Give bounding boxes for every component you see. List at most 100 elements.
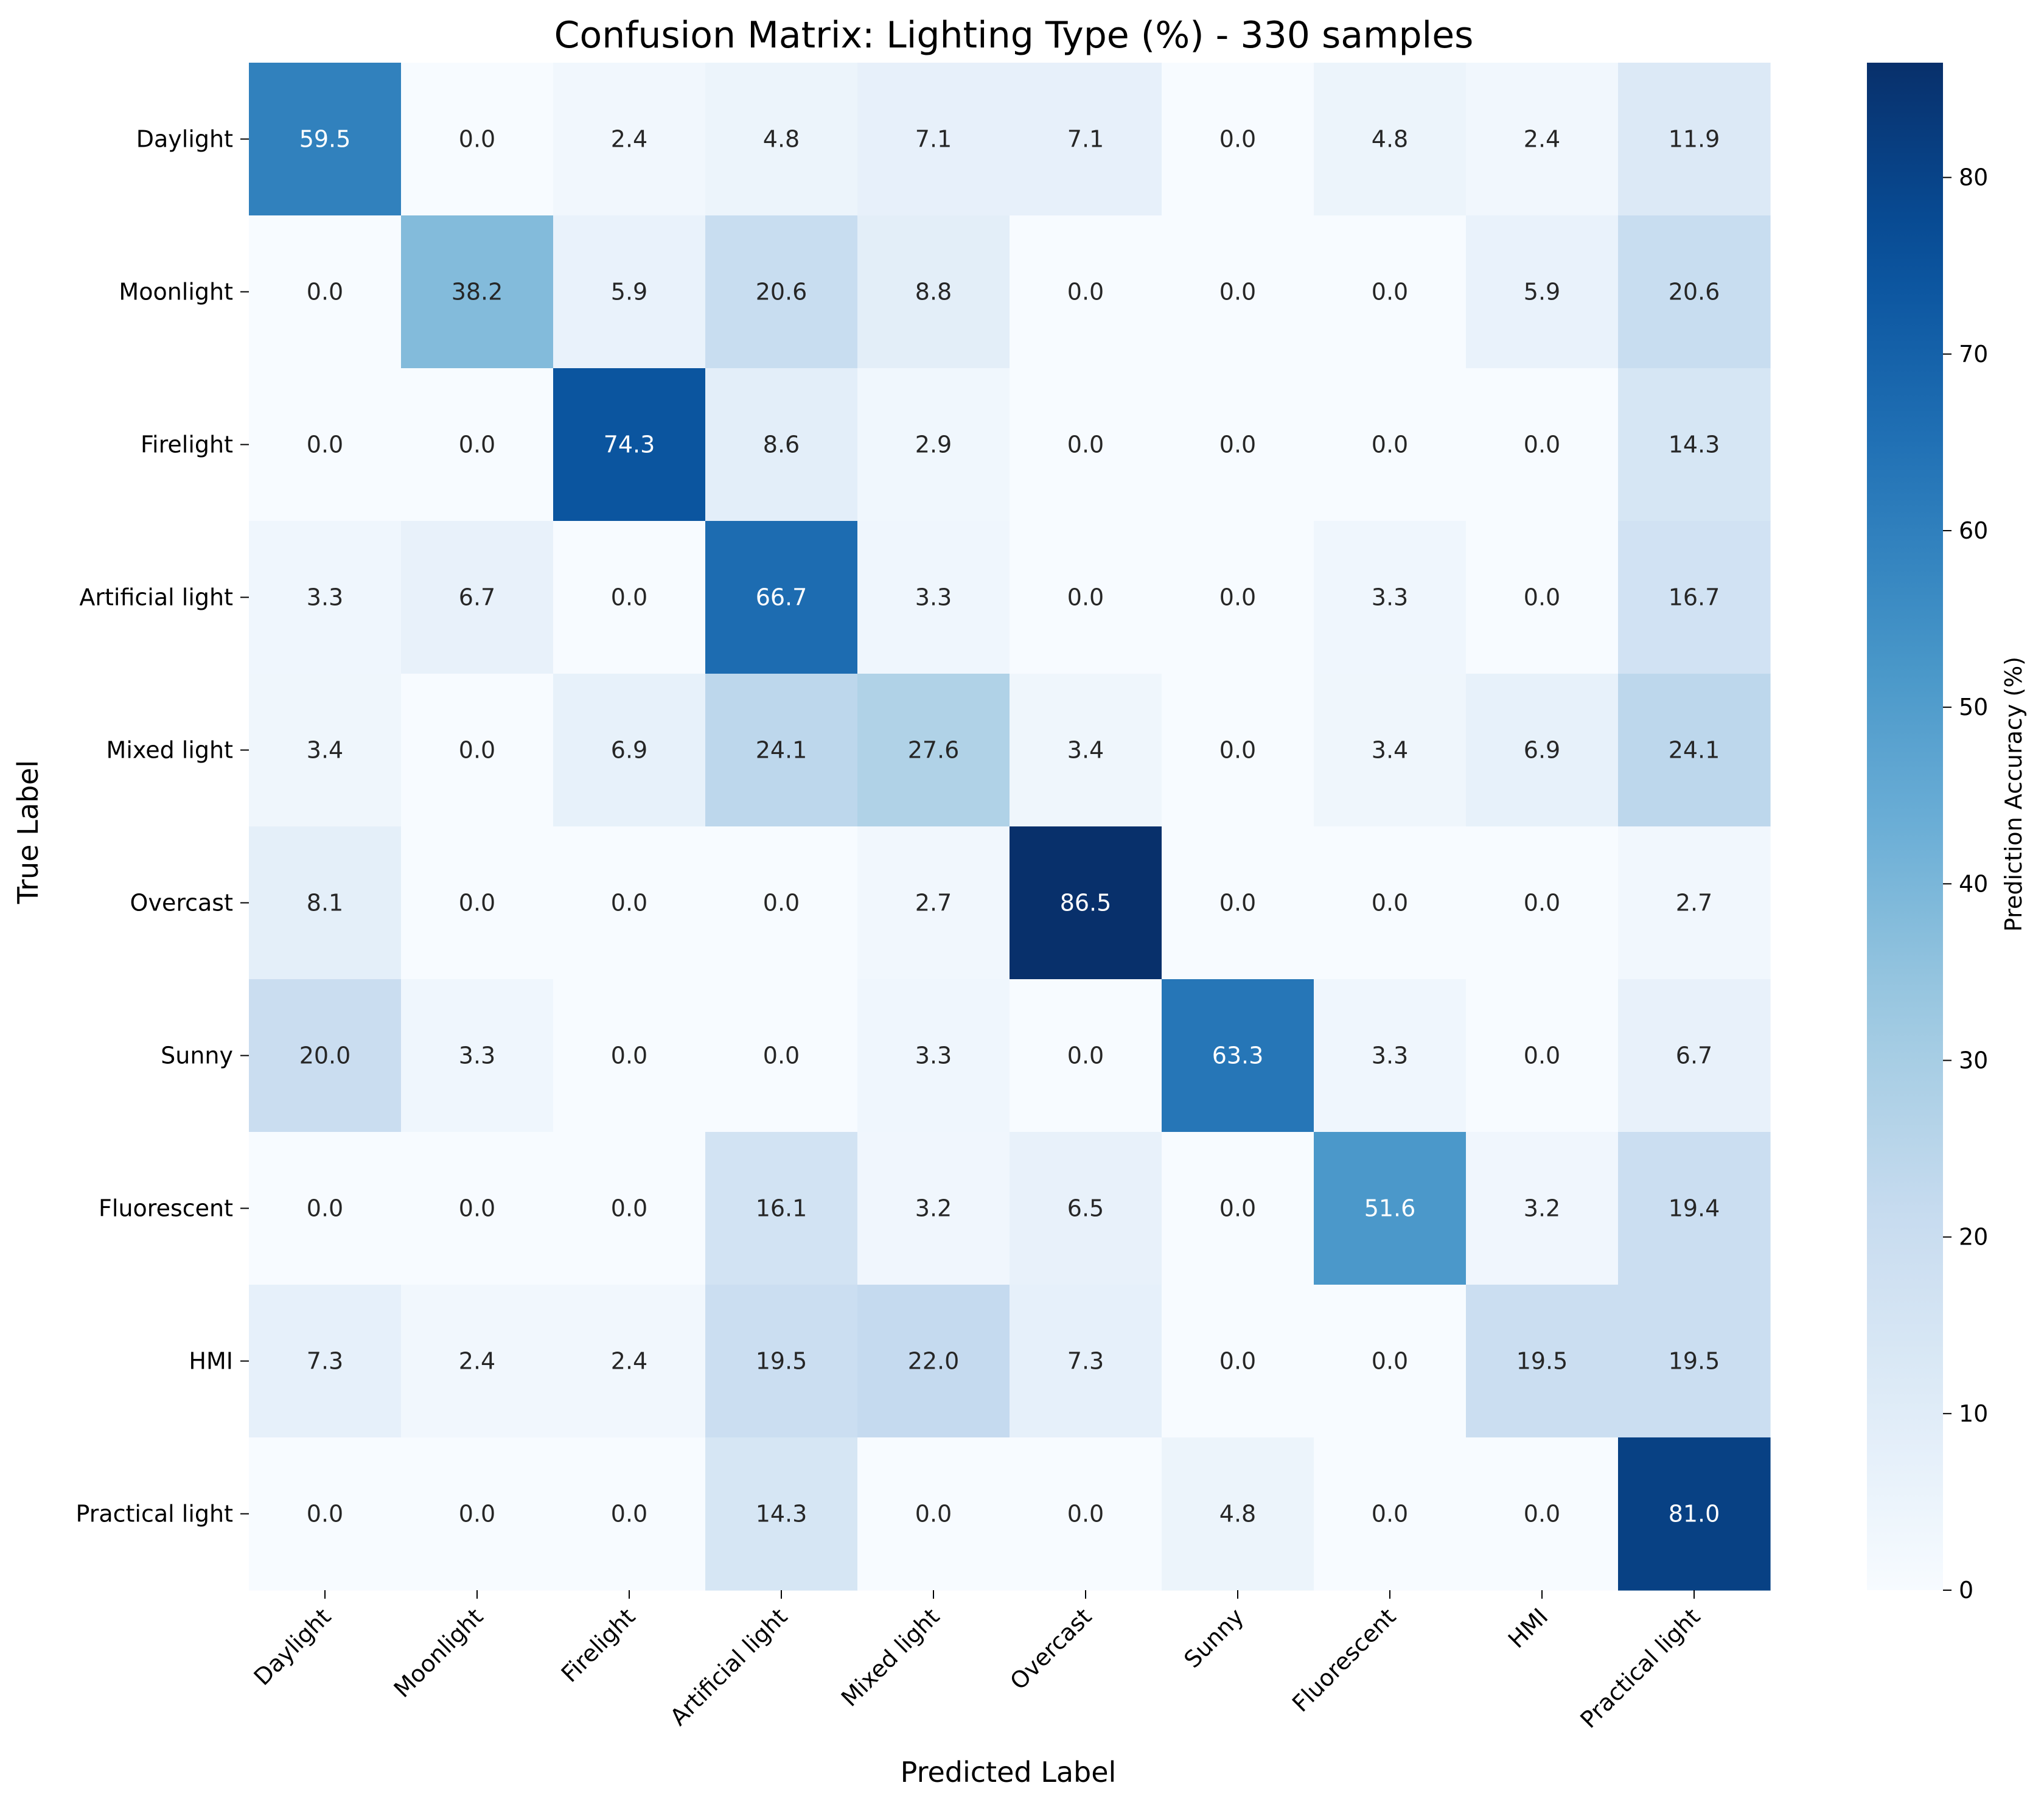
colorbar-tick-label: 80 [1959,164,1988,191]
cell-value-label: 0.0 [459,431,495,458]
heatmap-cell [1010,979,1162,1133]
heatmap-cell [1162,979,1314,1133]
cell-value-label: 0.0 [1067,1042,1104,1069]
cell-value-label: 86.5 [1060,890,1112,916]
heatmap-cell [1314,215,1467,369]
heatmap-cell [1010,1132,1162,1285]
heatmap-cell [857,1437,1010,1591]
cell-value-label: 0.0 [611,1195,647,1222]
cell-value-label: 0.0 [459,1501,495,1527]
cell-value-label: 8.1 [307,890,343,916]
colorbar-tick-label: 40 [1959,870,1988,897]
heatmap-cell [1618,979,1771,1133]
cell-value-label: 27.6 [908,737,960,764]
cell-value-label: 7.3 [307,1348,343,1375]
heatmap-cell [1466,368,1619,522]
heatmap-cell [1466,63,1619,216]
cell-value-label: 38.2 [452,279,503,305]
heatmap-cell [1010,521,1162,674]
cell-value-label: 20.6 [1669,279,1720,305]
heatmap-cell [705,1132,858,1285]
cell-value-label: 8.6 [763,431,800,458]
heatmap-cell [1466,979,1619,1133]
heatmap-cell [705,215,858,369]
heatmap-cell [553,521,706,674]
heatmap-cell [1618,1437,1771,1591]
y-tick-label: Artificial light [79,584,233,611]
cell-value-label: 0.0 [1219,431,1256,458]
cell-value-label: 0.0 [1524,1042,1560,1069]
heatmap-cell [1618,521,1771,674]
heatmap-cell [1314,674,1467,827]
colorbar-title: Prediction Accuracy (%) [2000,657,2027,932]
heatmap-cell [1466,1132,1619,1285]
cell-value-label: 0.0 [611,1501,647,1527]
heatmap-cell [705,674,858,827]
cell-value-label: 0.0 [1524,1501,1560,1527]
heatmap-cell [1314,1437,1467,1591]
colorbar-tick-label: 70 [1959,341,1988,368]
heatmap-cell [1162,674,1314,827]
colorbar-gradient [1867,63,1943,1590]
heatmap-cell [1618,368,1771,522]
heatmap-cell [705,521,858,674]
cell-value-label: 6.5 [1067,1195,1104,1222]
cell-value-label: 16.7 [1669,584,1720,611]
heatmap-cell [705,1437,858,1591]
cell-value-label: 6.9 [611,737,647,764]
heatmap-cell [401,63,554,216]
heatmap-cell [857,215,1010,369]
cell-value-label: 74.3 [604,431,655,458]
heatmap-cell [705,979,858,1133]
heatmap-cell [857,368,1010,522]
cell-value-label: 3.3 [1372,1042,1408,1069]
cell-value-label: 3.2 [1524,1195,1560,1222]
cell-value-label: 0.0 [611,1042,647,1069]
heatmap-cell [553,368,706,522]
cell-value-label: 6.7 [459,584,495,611]
cell-value-label: 3.4 [1067,737,1104,764]
heatmap-cell [1010,674,1162,827]
heatmap-cell [857,1132,1010,1285]
colorbar-tick-label: 0 [1959,1577,1973,1604]
cell-value-label: 2.7 [915,890,952,916]
cell-value-label: 0.0 [1067,584,1104,611]
cell-value-label: 19.5 [1669,1348,1720,1375]
cell-value-label: 4.8 [1219,1501,1256,1527]
cell-value-label: 16.1 [756,1195,807,1222]
heatmap-cell [249,1285,402,1438]
heatmap-cell [857,979,1010,1133]
heatmap-cell [1162,1437,1314,1591]
cell-value-label: 0.0 [1524,584,1560,611]
cell-value-label: 3.3 [459,1042,495,1069]
chart-title: Confusion Matrix: Lighting Type (%) - 33… [554,14,1474,57]
cell-value-label: 0.0 [1372,1501,1408,1527]
heatmap-cell [1010,826,1162,980]
heatmap-cell [249,63,402,216]
heatmap-cell [857,674,1010,827]
cell-value-label: 6.9 [1524,737,1560,764]
colorbar-tick-label: 10 [1959,1400,1988,1427]
cell-value-label: 0.0 [1067,431,1104,458]
heatmap-cell [1618,1132,1771,1285]
heatmap-cell [249,1132,402,1285]
cell-value-label: 0.0 [763,1042,800,1069]
x-axis-title: Predicted Label [901,1756,1117,1789]
heatmap-cell [553,979,706,1133]
y-tick-label: Fluorescent [99,1195,233,1222]
heatmap-cell [705,368,858,522]
cell-value-label: 20.6 [756,279,807,305]
cell-value-label: 51.6 [1364,1195,1416,1222]
y-tick-label: Sunny [161,1042,233,1069]
y-axis-title: True Label [12,760,44,904]
cell-value-label: 0.0 [1219,1195,1256,1222]
y-axis: Daylight Moonlight Firelight Artificial lig… [75,126,249,1527]
heatmap-cell [1162,1285,1314,1438]
heatmap-cell [553,1285,706,1438]
heatmap-cell [1010,368,1162,522]
cell-value-label: 0.0 [307,279,343,305]
cell-value-label: 3.3 [915,1042,952,1069]
heatmap-cell [553,826,706,980]
cell-value-label: 7.3 [1067,1348,1104,1375]
heatmap-cell [553,1132,706,1285]
